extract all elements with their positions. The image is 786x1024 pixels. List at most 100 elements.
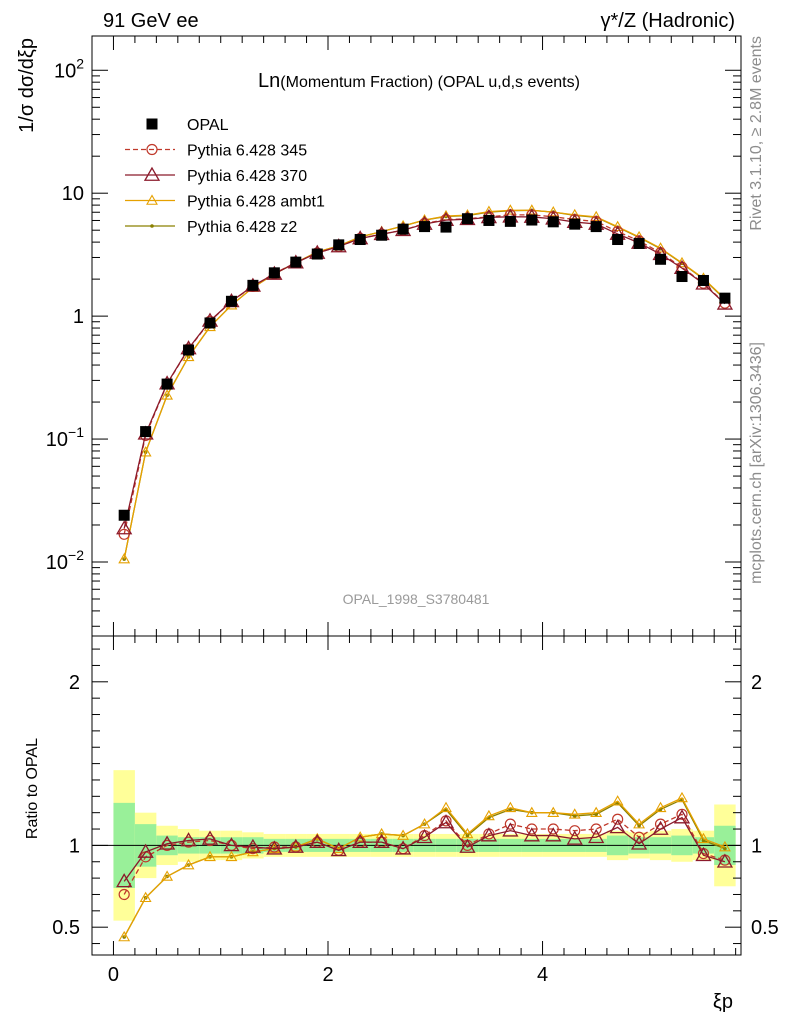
ytick-label-main-4: 102 (54, 55, 84, 82)
opal-point-7 (268, 267, 280, 279)
series-point-ratio-1-23 (609, 819, 626, 834)
series-point-main-2-2 (161, 389, 174, 400)
series-point-main-2-23 (611, 220, 624, 232)
series-point-main-2-22 (590, 210, 603, 222)
opal-point-5 (225, 295, 237, 307)
series-point-ratio-1-15 (437, 814, 455, 829)
series-point-ratio-1-2 (158, 835, 176, 850)
axes-frames (91, 35, 742, 956)
series-line-ratio-2 (123, 797, 726, 938)
series-point-ratio-0-18 (504, 818, 516, 830)
series-point-ratio-2-6 (246, 845, 259, 857)
series-point-ratio-0-21 (569, 825, 581, 837)
opal-point-8 (290, 256, 302, 268)
side-label-top: Rivet 3.1.10, ≥ 2.8M events (748, 36, 765, 231)
ratio-ylabel: Ratio to OPAL (24, 738, 41, 839)
opal-point-20 (547, 216, 559, 228)
ytick-label-main-0: 10−2 (46, 547, 84, 574)
series-point-ratio-2-25 (654, 801, 667, 813)
series-point-ratio-1-19 (523, 827, 540, 842)
axis-ticks: 0 2 4 10−2 10−1 1 10 102 0.5 0.5 1 1 2 2 (46, 36, 779, 986)
series-line-ratio-0 (123, 813, 726, 895)
series-point-ratio-2-20 (547, 806, 560, 817)
opal-point-22 (590, 221, 602, 233)
ytick-label-main-1: 10−1 (46, 424, 84, 451)
legend-label-4: Pythia 6.428 z2 (187, 219, 297, 236)
opal-point-27 (697, 274, 709, 286)
main-ylabel: 1/σ dσ/dξp (16, 38, 38, 133)
header-right: γ*/Z (Hadronic) (601, 10, 735, 32)
series-point-ratio-2-16 (461, 827, 474, 839)
opal-point-1 (140, 426, 152, 438)
series-point-ratio-1-21 (566, 830, 583, 845)
ytick-label-ratio-r-0: 0.5 (751, 917, 779, 939)
legend-marker-0 (146, 118, 158, 130)
series-point-ratio-1-10 (330, 841, 347, 857)
series-point-main-1-0 (116, 520, 133, 535)
series-point-ratio-2-26 (676, 791, 688, 803)
series-line-main-2 (123, 209, 726, 560)
series-point-main-2-19 (525, 204, 538, 215)
legend-item-1: Pythia 6.428 345 (125, 143, 307, 160)
series-point-ratio-2-27 (697, 832, 710, 844)
series-line-main-0 (123, 214, 726, 535)
ytick-label-ratio-r-1: 1 (751, 835, 762, 857)
series-point-ratio-1-5 (223, 837, 240, 852)
series-point-ratio-1-1 (137, 843, 154, 858)
legend-marker-4 (150, 224, 154, 228)
legend-marker-1 (146, 143, 158, 156)
opal-point-6 (247, 279, 259, 291)
series-point-ratio-2-15 (440, 801, 452, 813)
series-point-ratio-3-28 (723, 846, 727, 851)
series-point-main-2-20 (547, 205, 560, 217)
opal-point-17 (483, 214, 495, 226)
series-point-ratio-1-7 (266, 840, 283, 855)
ytick-label-ratio-l-1: 1 (69, 835, 80, 857)
legend-item-0: OPAL (146, 117, 229, 134)
series-point-ratio-1-28 (716, 853, 734, 868)
series-point-main-2-3 (182, 350, 195, 362)
chart-title-prefix: Ln (258, 70, 280, 92)
series-point-ratio-2-28 (718, 840, 731, 852)
series-point-ratio-2-21 (568, 808, 581, 819)
series-point-main-2-25 (654, 242, 667, 253)
opal-point-3 (183, 344, 195, 356)
series-point-ratio-1-17 (480, 827, 498, 842)
opal-point-0 (118, 509, 130, 521)
series-point-ratio-1-26 (673, 809, 691, 824)
series-point-ratio-2-24 (633, 818, 646, 829)
opal-point-4 (204, 317, 216, 329)
series-point-ratio-3-16 (465, 833, 470, 838)
opal-point-10 (333, 239, 345, 251)
legend-label-1: Pythia 6.428 345 (187, 143, 307, 160)
xlabel: ξp (713, 991, 733, 1013)
series-point-ratio-1-6 (244, 838, 262, 853)
legend-item-3: Pythia 6.428 ambt1 (125, 194, 325, 211)
series-point-ratio-1-9 (309, 833, 326, 849)
series-point-ratio-1-27 (695, 846, 712, 862)
series-point-ratio-2-0 (118, 930, 131, 942)
legend-marker-3 (146, 194, 158, 205)
opal-point-2 (161, 378, 173, 390)
series-point-ratio-1-11 (352, 833, 369, 849)
series-line-main-3 (123, 209, 726, 560)
series-point-ratio-1-25 (652, 820, 669, 835)
opal-point-24 (633, 237, 645, 249)
series-point-ratio-2-17 (482, 809, 495, 821)
opal-point-12 (376, 229, 388, 241)
ytick-label-main-3: 10 (62, 183, 84, 205)
series-point-ratio-2-18 (504, 801, 517, 813)
opal-point-25 (655, 253, 667, 265)
opal-point-23 (612, 234, 624, 246)
ytick-label-ratio-r-2: 2 (751, 672, 762, 694)
opal-point-13 (397, 223, 409, 235)
series-point-ratio-2-13 (397, 829, 410, 840)
series-point-ratio-1-12 (373, 833, 390, 849)
series-point-ratio-1-0 (116, 873, 133, 888)
series-point-ratio-2-4 (204, 850, 216, 862)
opal-point-19 (526, 214, 538, 226)
opal-point-11 (354, 234, 366, 246)
opal-point-15 (440, 221, 452, 233)
series-point-ratio-0-24 (633, 831, 645, 843)
